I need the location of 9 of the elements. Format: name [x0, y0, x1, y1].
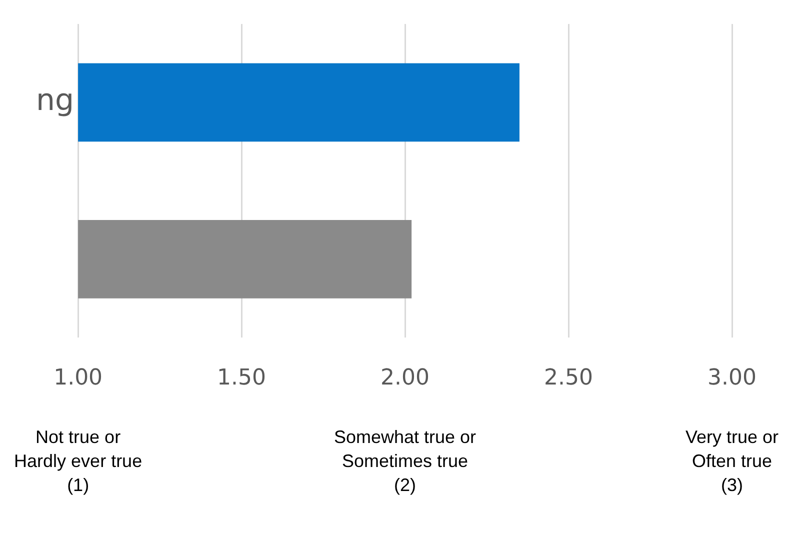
text: Not true or Hardly ever true (1): [13, 426, 144, 497]
x-tick-label: 2.50: [544, 366, 594, 391]
text: Somewhat true or Sometimes true (2): [332, 426, 478, 497]
x-tick-label: 3.00: [708, 366, 756, 391]
y-tick-label: ng: [36, 83, 74, 118]
x-tick-label: 2.00: [380, 366, 430, 391]
x-tick-label: 1.50: [217, 366, 266, 391]
x-tick-label: 1.00: [54, 366, 103, 391]
text: Very true or Often true (3): [684, 426, 780, 497]
